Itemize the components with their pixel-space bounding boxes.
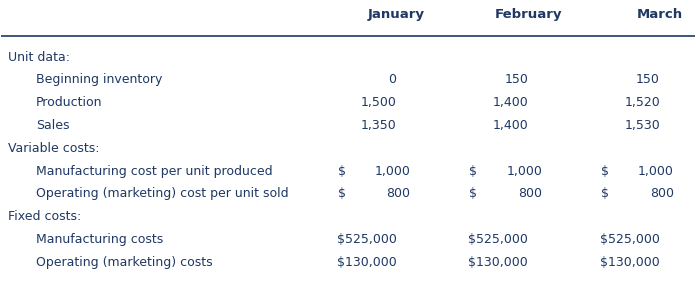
Text: Manufacturing costs: Manufacturing costs [36,233,164,246]
Text: 0: 0 [388,73,397,86]
Text: 1,350: 1,350 [361,119,397,132]
Text: $525,000: $525,000 [600,233,660,246]
Text: 150: 150 [636,73,660,86]
Text: 800: 800 [518,187,542,200]
Text: $130,000: $130,000 [600,256,660,269]
Text: 1,000: 1,000 [374,165,411,178]
Text: Operating (marketing) costs: Operating (marketing) costs [36,256,213,269]
Text: Manufacturing cost per unit produced: Manufacturing cost per unit produced [36,165,273,178]
Text: January: January [368,8,425,21]
Text: $525,000: $525,000 [337,233,397,246]
Text: Unit data:: Unit data: [8,51,70,64]
Text: 1,400: 1,400 [493,119,528,132]
Text: February: February [494,8,562,21]
Text: Operating (marketing) cost per unit sold: Operating (marketing) cost per unit sold [36,187,289,200]
Text: 800: 800 [386,187,411,200]
Text: $130,000: $130,000 [337,256,397,269]
Text: Sales: Sales [36,119,70,132]
Text: 1,000: 1,000 [506,165,542,178]
Text: Fixed costs:: Fixed costs: [8,210,81,223]
Text: 1,520: 1,520 [624,96,660,109]
Text: March: March [637,8,683,21]
Text: $: $ [338,165,346,178]
Text: 800: 800 [650,187,674,200]
Text: 1,400: 1,400 [493,96,528,109]
Text: Production: Production [36,96,102,109]
Text: 1,500: 1,500 [361,96,397,109]
Text: 1,000: 1,000 [638,165,674,178]
Text: $: $ [601,165,609,178]
Text: Beginning inventory: Beginning inventory [36,73,162,86]
Text: 1,530: 1,530 [624,119,660,132]
Text: $: $ [601,187,609,200]
Text: 150: 150 [505,73,528,86]
Text: $525,000: $525,000 [468,233,528,246]
Text: $: $ [469,187,477,200]
Text: Variable costs:: Variable costs: [8,142,100,155]
Text: $: $ [338,187,346,200]
Text: $130,000: $130,000 [468,256,528,269]
Text: $: $ [469,165,477,178]
